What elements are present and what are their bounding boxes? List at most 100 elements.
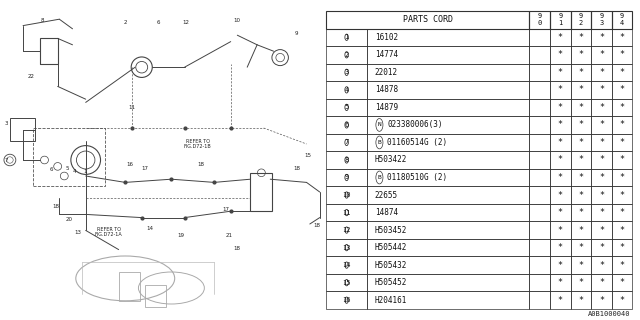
Text: 6: 6 <box>344 122 349 128</box>
Text: 7: 7 <box>5 157 8 163</box>
Text: 20: 20 <box>66 217 73 222</box>
Text: *: * <box>620 33 625 42</box>
Text: *: * <box>557 68 563 77</box>
Text: 16102: 16102 <box>375 33 398 42</box>
Bar <box>529 134 550 151</box>
Bar <box>550 186 570 204</box>
Text: 1: 1 <box>83 169 87 174</box>
Bar <box>570 99 591 116</box>
Text: *: * <box>620 190 625 199</box>
Bar <box>40 38 58 64</box>
Bar <box>550 46 570 64</box>
Bar <box>326 292 367 309</box>
Bar <box>550 11 570 28</box>
Bar <box>367 204 529 221</box>
Bar <box>529 204 550 221</box>
Bar <box>326 186 367 204</box>
Bar <box>550 81 570 99</box>
Text: *: * <box>599 243 604 252</box>
Text: *: * <box>620 296 625 305</box>
Text: 14874: 14874 <box>375 208 398 217</box>
Bar <box>612 204 632 221</box>
Text: *: * <box>599 138 604 147</box>
Text: 10: 10 <box>234 18 241 23</box>
Bar <box>326 274 367 292</box>
Bar <box>591 274 612 292</box>
Text: REFER TO
FIG.D72-1B: REFER TO FIG.D72-1B <box>184 139 212 149</box>
Text: *: * <box>579 208 584 217</box>
Bar <box>612 221 632 239</box>
Text: 8: 8 <box>344 157 349 163</box>
Text: *: * <box>599 33 604 42</box>
Text: *: * <box>599 85 604 94</box>
Text: *: * <box>620 243 625 252</box>
Text: 9
1: 9 1 <box>558 13 563 26</box>
Bar <box>33 128 106 186</box>
Bar <box>550 99 570 116</box>
Bar <box>550 292 570 309</box>
Bar <box>612 292 632 309</box>
Text: REFER TO
FIG.D72-1A: REFER TO FIG.D72-1A <box>95 227 123 237</box>
Text: 023380006(3): 023380006(3) <box>387 120 443 129</box>
Text: *: * <box>579 296 584 305</box>
Text: *: * <box>579 260 584 270</box>
Text: *: * <box>620 103 625 112</box>
Bar <box>570 239 591 256</box>
Text: *: * <box>557 296 563 305</box>
Bar <box>570 134 591 151</box>
Text: 01160514G (2): 01160514G (2) <box>387 138 447 147</box>
Text: 17: 17 <box>222 207 229 212</box>
Text: 14774: 14774 <box>375 50 398 59</box>
Text: H503452: H503452 <box>375 226 407 235</box>
Text: *: * <box>599 173 604 182</box>
Bar <box>118 272 140 301</box>
Bar <box>550 221 570 239</box>
Bar <box>612 116 632 134</box>
Bar <box>550 64 570 81</box>
Text: 7: 7 <box>344 140 349 145</box>
Bar <box>612 134 632 151</box>
Text: 2: 2 <box>344 52 349 58</box>
Text: *: * <box>579 33 584 42</box>
Text: *: * <box>557 278 563 287</box>
Bar <box>550 151 570 169</box>
Bar <box>529 292 550 309</box>
Text: 9
3: 9 3 <box>599 13 604 26</box>
Text: *: * <box>599 296 604 305</box>
Bar <box>529 46 550 64</box>
Text: 17: 17 <box>141 165 148 171</box>
Bar <box>570 256 591 274</box>
Bar <box>529 81 550 99</box>
Bar <box>612 169 632 186</box>
Bar <box>570 274 591 292</box>
Bar <box>591 11 612 28</box>
Bar <box>612 151 632 169</box>
Text: 15: 15 <box>305 153 312 158</box>
Bar <box>591 239 612 256</box>
Text: *: * <box>579 68 584 77</box>
Bar <box>529 274 550 292</box>
Bar <box>612 64 632 81</box>
Text: *: * <box>620 173 625 182</box>
Text: 18: 18 <box>198 162 205 167</box>
Bar <box>612 99 632 116</box>
Text: *: * <box>557 156 563 164</box>
Text: *: * <box>620 156 625 164</box>
Bar <box>550 169 570 186</box>
Text: 8: 8 <box>41 18 45 23</box>
Text: 5: 5 <box>344 104 349 110</box>
Text: *: * <box>620 50 625 59</box>
Bar <box>591 204 612 221</box>
Bar <box>612 256 632 274</box>
Bar <box>550 274 570 292</box>
Text: B: B <box>378 140 381 145</box>
Text: 21: 21 <box>225 233 232 238</box>
Bar <box>529 186 550 204</box>
Bar <box>326 28 367 46</box>
Text: B: B <box>378 175 381 180</box>
Text: *: * <box>620 260 625 270</box>
Text: 9
4: 9 4 <box>620 13 624 26</box>
Text: *: * <box>557 50 563 59</box>
Text: H503422: H503422 <box>375 156 407 164</box>
Bar <box>367 134 529 151</box>
